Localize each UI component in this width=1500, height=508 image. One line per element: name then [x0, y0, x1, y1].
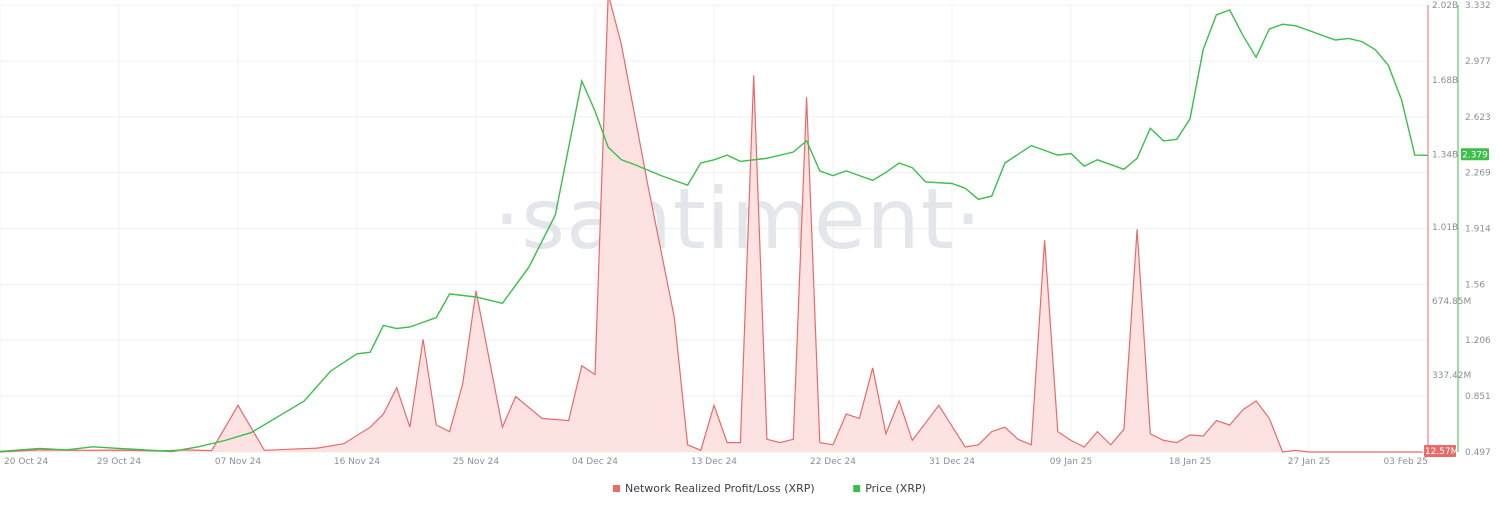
left-axis-tick-label: 674.85M	[1432, 297, 1471, 307]
right-axis-tick-label: 3.332	[1465, 1, 1491, 11]
x-axis-tick-label: 29 Oct 24	[97, 457, 141, 467]
x-axis-tick-label: 18 Jan 25	[1169, 457, 1212, 467]
x-axis-tick-label: 16 Nov 24	[334, 457, 380, 467]
legend-swatch	[613, 485, 620, 492]
legend-item-realized-profit-loss[interactable]: Network Realized Profit/Loss (XRP)	[613, 482, 815, 495]
right-axis-tick-label: 2.977	[1465, 57, 1491, 67]
series-layer	[0, 0, 1429, 453]
left-axis-tick-label: 337.42M	[1432, 371, 1471, 381]
x-axis-tick-label: 04 Dec 24	[572, 457, 618, 467]
x-axis-tick-label: 07 Nov 24	[215, 457, 261, 467]
x-axis-tick-label: 31 Dec 24	[929, 457, 975, 467]
current-value-badge-left	[1424, 445, 1456, 457]
series-line-realized-profit-loss	[0, 0, 1428, 453]
right-axis-tick-label: 0.497	[1465, 448, 1491, 458]
right-axis-tick-label: 2.623	[1465, 113, 1491, 123]
right-axis-tick-label: 1.56	[1465, 280, 1485, 290]
left-axis-tick-label: 2.02B	[1432, 1, 1458, 11]
right-axis-tick-label: 0.851	[1465, 392, 1491, 402]
x-axis-tick-label: 25 Nov 24	[453, 457, 499, 467]
legend-label: Price (XRP)	[865, 482, 926, 495]
current-value-badge-right-text: 2.379	[1462, 150, 1488, 160]
left-axis-tick-label: 1.01B	[1432, 223, 1458, 233]
right-axis-tick-label: 1.914	[1465, 225, 1491, 235]
legend-item-price[interactable]: Price (XRP)	[853, 482, 926, 495]
left-axis-tick-label: 1.68B	[1432, 76, 1458, 86]
right-axis-tick-label: 1.206	[1465, 336, 1491, 346]
current-value-badge-right	[1461, 148, 1489, 161]
x-axis-tick-label: 27 Jan 25	[1288, 457, 1331, 467]
legend-label: Network Realized Profit/Loss (XRP)	[625, 482, 815, 495]
axes: 337.42M 674.85M 1.01B 1.34B 1.68B 2.02B 0.497 0…	[4, 1, 1491, 467]
legend-swatch	[853, 485, 861, 492]
x-axis-tick-label: 22 Dec 24	[810, 457, 856, 467]
x-axis-tick-label: 09 Jan 25	[1050, 457, 1093, 467]
legend: Network Realized Profit/Loss (XRP) Price …	[613, 482, 926, 495]
x-axis-tick-label: 13 Dec 24	[691, 457, 737, 467]
series-line-price	[0, 9, 1429, 453]
x-axis-tick-label: 03 Feb 25	[1383, 457, 1428, 467]
right-axis-tick-label: 2.269	[1465, 169, 1491, 179]
left-axis-tick-label: 1.34B	[1432, 151, 1458, 161]
x-axis-tick-label: 20 Oct 24	[4, 457, 48, 467]
current-value-badge-left-text: -12.57M	[1422, 447, 1459, 457]
santiment-watermark: ·santiment·	[494, 170, 983, 268]
